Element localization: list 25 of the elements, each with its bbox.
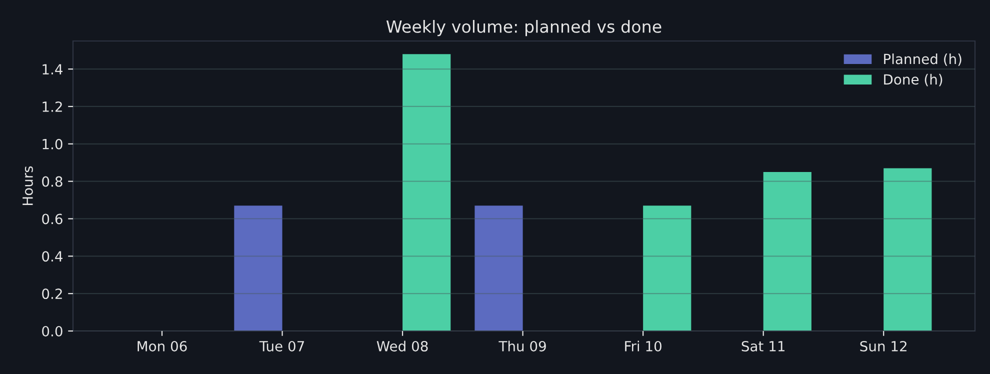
bar xyxy=(884,168,932,331)
y-tick-label: 1.2 xyxy=(42,101,62,112)
chart-title: Weekly volume: planned vs done xyxy=(386,20,662,36)
y-tick-label: 0.4 xyxy=(42,251,62,262)
y-tick-label: 1.0 xyxy=(42,138,62,150)
y-tick-label: 0.6 xyxy=(42,214,62,224)
bar xyxy=(763,172,812,331)
x-tick-label: Fri 10 xyxy=(625,340,662,352)
bar xyxy=(234,206,282,331)
bar xyxy=(643,206,692,331)
y-tick-label: 0.8 xyxy=(42,176,62,187)
bar xyxy=(402,54,451,331)
y-tick-label: 0.0 xyxy=(42,326,62,336)
bar xyxy=(474,206,523,331)
legend-label: Planned (h) xyxy=(884,54,962,66)
x-tick-label: Wed 08 xyxy=(376,340,428,352)
y-tick-label: 1.4 xyxy=(42,64,62,74)
x-tick-label: Sat 11 xyxy=(742,340,784,352)
legend-label: Done (h) xyxy=(884,74,942,86)
y-axis-title: Hours xyxy=(22,166,33,205)
x-tick-label: Mon 06 xyxy=(138,340,187,352)
x-tick-label: Sun 12 xyxy=(860,340,906,352)
x-tick-label: Thu 09 xyxy=(498,340,546,352)
y-tick-label: 0.2 xyxy=(42,288,62,300)
x-tick-label: Tue 07 xyxy=(259,340,304,352)
